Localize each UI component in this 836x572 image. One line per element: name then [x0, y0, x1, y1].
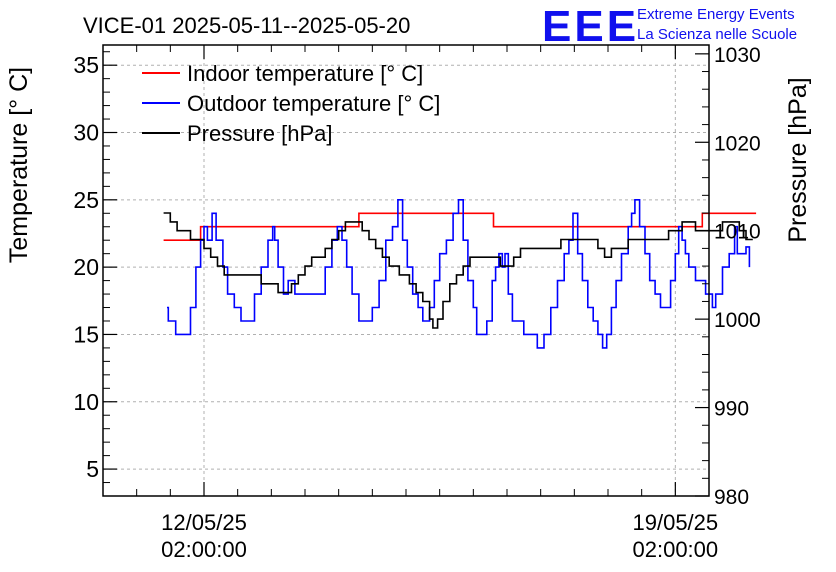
eee-logo: EEE Extreme Energy Events La Scienza nel…: [542, 2, 797, 51]
chart-title: VICE-01 2025-05-11--2025-05-20: [83, 13, 410, 38]
left-axis-tick-label: 20: [73, 254, 99, 280]
left-axis: 5 10 15 20 25 30 35: [73, 51, 117, 497]
x-axis-tick-date: 19/05/25: [633, 510, 719, 535]
legend-label-outdoor: Outdoor temperature [° C]: [187, 91, 440, 116]
logo-line-2: La Scienza nelle Scuole: [637, 26, 797, 43]
left-axis-tick-label: 25: [73, 187, 99, 213]
left-axis-label: Temperature [° C]: [5, 67, 33, 263]
x-axis-tick-time: 02:00:00: [633, 537, 719, 562]
x-axis-tick-date: 12/05/25: [161, 510, 247, 535]
legend: Indoor temperature [° C] Outdoor temperat…: [142, 61, 440, 146]
left-axis-tick-label: 15: [73, 321, 99, 347]
series-line-indoor: [163, 212, 757, 241]
series-line-pressure: [163, 212, 753, 329]
left-axis-tick-label: 35: [73, 52, 99, 78]
legend-label-indoor: Indoor temperature [° C]: [187, 61, 423, 86]
logo-line-1: Extreme Energy Events: [637, 6, 795, 23]
right-axis-tick-label: 1030: [714, 44, 761, 67]
left-axis-tick-label: 5: [86, 456, 99, 482]
left-axis-tick-label: 30: [73, 120, 99, 146]
right-axis-tick-label: 1020: [714, 132, 761, 155]
eee-logo-mark: EEE: [542, 2, 639, 51]
right-axis-tick-label: 1010: [714, 221, 761, 244]
left-axis-tick-label: 10: [73, 389, 99, 415]
right-axis-tick-label: 980: [714, 486, 749, 509]
x-axis-tick-time: 02:00:00: [161, 537, 247, 562]
right-axis-tick-label: 990: [714, 398, 749, 421]
right-axis-tick-label: 1000: [714, 309, 761, 332]
legend-label-pressure: Pressure [hPa]: [187, 121, 333, 146]
series-layer: [163, 199, 757, 349]
right-axis: 980 990 1000 1010 1020 1030: [695, 44, 761, 509]
series-line-outdoor: [167, 199, 751, 349]
right-axis-label: Pressure [hPa]: [784, 77, 812, 242]
